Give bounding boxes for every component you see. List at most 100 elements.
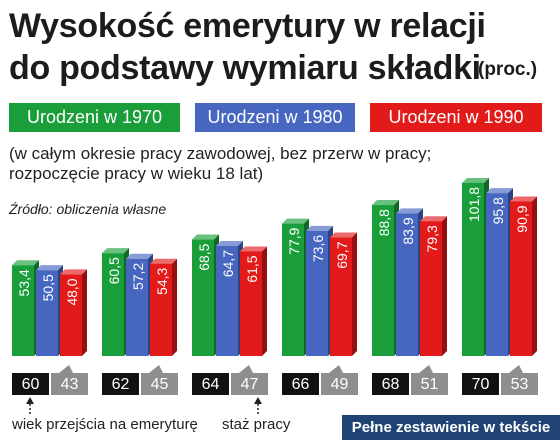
bar-top <box>60 269 87 275</box>
bar-value-label: 77,9 <box>286 227 302 254</box>
bar-top <box>396 208 423 214</box>
title-line-2: do podstawy wymiaru składki <box>9 49 481 87</box>
bar-top <box>12 260 39 266</box>
bar <box>330 237 352 356</box>
stage-label-box <box>501 373 538 395</box>
bar-value-label: 90,9 <box>514 205 530 232</box>
bar-side <box>82 269 87 356</box>
bar-side <box>262 246 267 356</box>
bar-top <box>192 234 219 240</box>
legend-item-1990: Urodzeni w 1990 <box>370 103 542 132</box>
bar-top <box>420 216 447 222</box>
chart-note-line-1: (w całym okresie pracy zawodowej, bez pr… <box>9 144 432 163</box>
stage-label-notch <box>329 365 343 373</box>
bar-top <box>282 218 309 224</box>
stage-label-notch <box>239 365 253 373</box>
bar-side <box>352 232 357 356</box>
bar <box>510 201 532 356</box>
bar <box>216 246 238 356</box>
bar <box>60 274 82 356</box>
bar <box>462 182 484 356</box>
age-label: 62 <box>112 376 130 393</box>
bar-value-label: 69,7 <box>334 241 350 268</box>
bar-value-label: 48,0 <box>64 278 80 305</box>
stage-label: 51 <box>421 376 439 393</box>
age-label-box <box>372 373 409 395</box>
bar-top <box>330 232 357 238</box>
bar-value-label: 79,3 <box>424 225 440 252</box>
stage-label-notch <box>509 365 523 373</box>
bar <box>150 263 172 356</box>
bar-value-label: 68,5 <box>196 243 212 270</box>
bar-top <box>240 246 267 252</box>
bar-value-label: 83,9 <box>400 217 416 244</box>
bar-value-label: 95,8 <box>490 197 506 224</box>
bar <box>240 251 262 356</box>
bar <box>372 205 394 356</box>
age-label-box <box>282 373 319 395</box>
bar-top <box>102 248 129 254</box>
stage-label: 45 <box>151 376 169 393</box>
bar <box>36 270 58 356</box>
title-line-1: Wysokość emerytury w relacji <box>9 7 486 45</box>
bar-top <box>36 265 63 271</box>
stage-label-notch <box>419 365 433 373</box>
bar <box>192 239 214 356</box>
stage-label: 47 <box>241 376 259 393</box>
bar-value-label: 53,4 <box>16 269 32 296</box>
age-label: 70 <box>472 376 490 393</box>
stage-label-box <box>51 373 88 395</box>
title-unit: (proc.) <box>478 59 538 80</box>
bar-value-label: 64,7 <box>220 250 236 277</box>
age-label-box <box>12 373 49 395</box>
bar-top <box>150 258 177 264</box>
bar-top <box>486 188 513 194</box>
bar-top <box>216 241 243 247</box>
bar-value-label: 60,5 <box>106 257 122 284</box>
bar <box>12 265 34 356</box>
age-label-box <box>192 373 229 395</box>
age-label: 68 <box>382 376 400 393</box>
stage-label-box <box>321 373 358 395</box>
stage-label-notch <box>59 365 73 373</box>
stage-label: 53 <box>511 376 529 393</box>
bar <box>420 221 442 356</box>
bar-value-label: 73,6 <box>310 235 326 262</box>
bar-side <box>442 216 447 356</box>
bar-top <box>510 196 537 202</box>
bar-value-label: 57,2 <box>130 263 146 290</box>
bar-top <box>462 177 489 183</box>
legend-item-1970: Urodzeni w 1970 <box>9 103 180 132</box>
bar-value-label: 54,3 <box>154 267 170 294</box>
bar <box>306 230 328 356</box>
annotation-age: wiek przejścia na emeryturę <box>12 416 198 433</box>
stage-label: 43 <box>61 376 79 393</box>
bar <box>486 193 508 356</box>
stage-label: 49 <box>331 376 349 393</box>
chart-note-line-2: rozpoczęcie pracy w wieku 18 lat) <box>9 164 264 183</box>
bar <box>396 213 418 356</box>
chart-note: (w całym okresie pracy zawodowej, bez pr… <box>9 144 431 184</box>
bar-side <box>172 258 177 356</box>
bar-value-label: 61,5 <box>244 255 260 282</box>
bar <box>282 223 304 356</box>
age-label-box <box>462 373 499 395</box>
source-note: Źródło: obliczenia własne <box>9 201 167 217</box>
footer-banner: Pełne zestawienie w tekście <box>342 415 560 440</box>
stage-label-notch <box>149 365 163 373</box>
bar-value-label: 50,5 <box>40 274 56 301</box>
age-label-box <box>102 373 139 395</box>
stage-label-box <box>141 373 178 395</box>
age-label: 60 <box>22 376 40 393</box>
bar-top <box>372 200 399 206</box>
bar <box>102 253 124 356</box>
stage-label-box <box>411 373 448 395</box>
arrow-stage-head <box>254 397 262 404</box>
legend-item-1980: Urodzeni w 1980 <box>195 103 355 132</box>
annotation-stage: staż pracy <box>222 416 291 433</box>
bar-side <box>532 196 537 356</box>
arrow-age-head <box>26 397 34 404</box>
age-label: 64 <box>202 376 220 393</box>
